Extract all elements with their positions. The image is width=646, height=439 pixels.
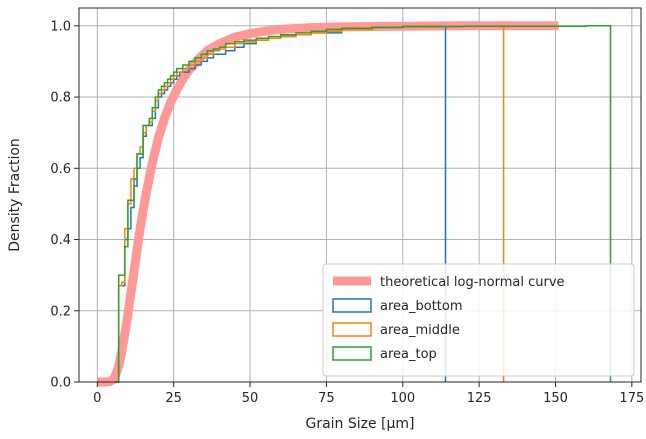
x-tick-label: 125: [467, 391, 492, 406]
theoretical-curve: [97, 21, 559, 387]
ticks: 0 25 50 75 100 125 150 175 0.0 0.2 0.4 0.6 0.8 1.0: [50, 19, 644, 406]
x-tick-label: 100: [390, 391, 415, 406]
series-area-top: [115, 25, 612, 383]
y-tick-label: 0.4: [50, 233, 71, 248]
legend-swatch-area-top: [332, 346, 372, 361]
y-tick-label: 0.0: [50, 376, 71, 391]
plot-frame: [78, 7, 642, 383]
x-tick-label: 50: [242, 391, 259, 406]
legend: theoretical log-normal curve area_bottoma…: [322, 263, 635, 377]
x-axis-label: Grain Size [µm]: [305, 416, 414, 432]
x-tick-label: 75: [318, 391, 335, 406]
y-tick-label: 0.8: [50, 91, 71, 106]
legend-label: area_top: [380, 347, 437, 362]
y-tick-label: 0.2: [50, 304, 71, 319]
x-tick-label: 175: [619, 391, 644, 406]
y-axis-label: Density Fraction: [7, 138, 23, 252]
y-tick-label: 1.0: [50, 19, 71, 34]
series-layer: [97, 21, 612, 387]
legend-label: theoretical log-normal curve: [380, 275, 565, 290]
legend-box: [322, 263, 635, 377]
legend-swatch-area-middle: [332, 322, 372, 337]
legend-label: area_bottom: [380, 299, 463, 314]
x-tick-label: 25: [165, 391, 182, 406]
legend-swatch-area-bottom: [332, 298, 372, 313]
legend-label: area_middle: [380, 323, 460, 338]
x-tick-label: 0: [93, 391, 101, 406]
y-tick-label: 0.6: [50, 162, 71, 177]
x-tick-label: 150: [543, 391, 568, 406]
